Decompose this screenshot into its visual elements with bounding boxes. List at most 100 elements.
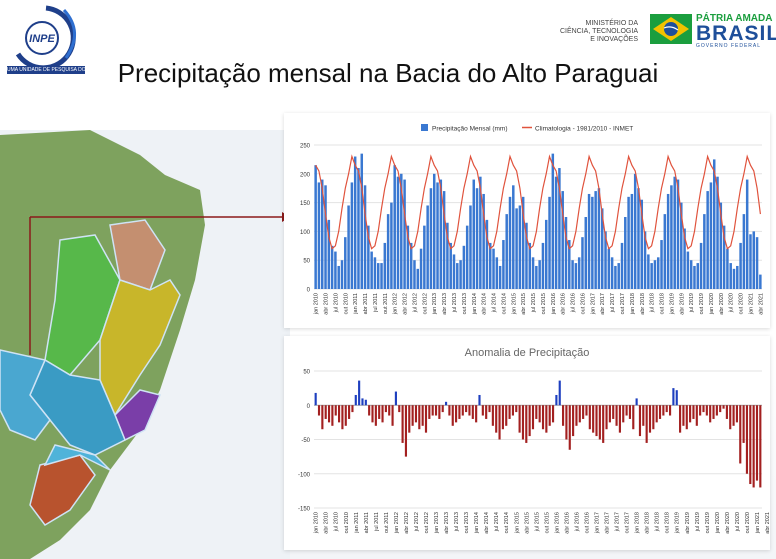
x-tick-label: jan 2014 <box>472 293 478 315</box>
anomaly-bar <box>327 405 331 423</box>
precip-bar <box>462 245 466 289</box>
x-tick-label: out 2011 <box>384 512 390 533</box>
x-tick-label: jul 2020 <box>735 512 741 532</box>
precip-bar <box>380 263 383 289</box>
anomaly-bar <box>755 405 759 481</box>
brazil-flag-icon <box>650 14 692 44</box>
x-tick-label: out 2020 <box>739 293 745 314</box>
precip-bar <box>558 168 561 289</box>
x-tick-label: jul 2011 <box>374 512 380 532</box>
anomaly-panel: -150 -100 -50 0 50 jan 2010 abr 2010 jul 2010 ou… <box>284 336 771 550</box>
precip-bar <box>508 196 512 289</box>
y-tick-label: 50 <box>303 259 310 265</box>
precip-bar <box>521 196 525 289</box>
precip-bar <box>749 234 752 289</box>
precip-bar <box>386 214 390 289</box>
anomaly-bar <box>648 405 652 433</box>
anomaly-bar <box>374 405 377 426</box>
anomaly-bar <box>745 405 749 474</box>
anomaly-bar <box>658 405 662 419</box>
x-tick-label: abr 2010 <box>324 512 330 534</box>
precip-bar <box>736 265 739 289</box>
anomaly-bar <box>602 405 605 443</box>
precip-bar <box>600 208 604 289</box>
anomaly-bar <box>431 405 434 416</box>
inpe-caption: UMA UNIDADE DE PESQUISA DO MCTI <box>7 66 85 74</box>
gov-line-2: BRASIL <box>696 22 776 45</box>
precip-bar <box>531 257 535 289</box>
anomaly-bar <box>712 405 715 419</box>
anomaly-bar <box>348 405 351 419</box>
precip-bar <box>640 199 644 289</box>
precip-bar <box>561 191 564 289</box>
anomaly-bar <box>475 405 478 423</box>
anomaly-bar <box>508 405 511 419</box>
precip-bar <box>571 260 574 289</box>
x-tick-label: jan 2019 <box>675 512 681 534</box>
precip-bar <box>643 231 647 289</box>
anomaly-bar <box>334 405 337 416</box>
y-tick-label: 150 <box>300 201 311 207</box>
precip-bar <box>554 176 558 289</box>
anomaly-bar <box>699 405 702 416</box>
anomaly-bar <box>598 405 601 440</box>
anomaly-bar <box>478 394 481 406</box>
anomaly-bar <box>572 405 575 437</box>
x-tick-label: out 2013 <box>462 293 468 314</box>
precip-bar <box>663 214 667 289</box>
x-tick-label: abr 2020 <box>719 293 725 315</box>
x-tick-label: abr 2012 <box>404 512 410 534</box>
anomaly-bar <box>331 405 334 426</box>
anomaly-bar <box>672 388 675 406</box>
anomaly-bar <box>558 380 561 406</box>
precip-bar <box>350 182 354 289</box>
precip-bar <box>752 231 756 289</box>
x-tick-label: abr 2020 <box>725 512 731 534</box>
inpe-logo: INPE <box>15 5 76 71</box>
x-tick-label: jan 2019 <box>669 293 675 315</box>
precip-bar <box>413 260 416 289</box>
anomaly-bar <box>722 405 725 409</box>
precip-bar <box>650 263 653 289</box>
x-tick-label: jan 2018 <box>635 512 641 534</box>
x-tick-label: jul 2018 <box>655 512 661 532</box>
anomaly-bar <box>344 405 347 426</box>
anomaly-bar <box>679 405 682 433</box>
anomaly-bar <box>491 405 494 426</box>
y-tick-label: 0 <box>307 288 311 294</box>
precip-bar <box>452 254 456 289</box>
precip-bar <box>535 265 538 289</box>
anomaly-bar <box>682 405 685 426</box>
anomaly-bar <box>705 405 708 416</box>
anomaly-bar <box>612 405 615 419</box>
x-tick-label: out 2019 <box>699 293 705 314</box>
x-tick-label: jan 2011 <box>353 293 359 315</box>
precip-bar <box>475 188 479 289</box>
x-tick-label: abr 2011 <box>364 512 370 533</box>
anomaly-bar <box>588 405 591 430</box>
precip-bar <box>492 248 495 289</box>
precip-bar <box>353 156 357 289</box>
anomaly-bar <box>515 405 518 413</box>
x-tick-label: jul 2016 <box>571 293 577 313</box>
anomaly-bar <box>408 405 411 433</box>
precip-bar <box>660 240 663 289</box>
anomaly-bar <box>471 405 474 419</box>
anomaly-bar <box>414 405 418 423</box>
precip-bar <box>376 263 380 289</box>
precip-bar <box>469 205 472 289</box>
anomaly-bar <box>719 405 722 413</box>
anomaly-bar <box>401 405 404 443</box>
precip-bar <box>712 159 716 289</box>
precip-bar <box>456 263 459 289</box>
anomaly-bar <box>592 405 595 433</box>
precip-bar <box>548 196 551 289</box>
precip-bar <box>370 251 373 289</box>
anomaly-bar <box>692 405 695 419</box>
x-tick-label: jul 2011 <box>373 293 379 313</box>
precip-bar <box>317 182 321 289</box>
x-tick-label: abr 2019 <box>679 293 685 315</box>
x-tick-label: out 2012 <box>424 512 430 533</box>
anomaly-bar <box>384 405 387 413</box>
x-tick-label: abr 2017 <box>600 293 606 315</box>
